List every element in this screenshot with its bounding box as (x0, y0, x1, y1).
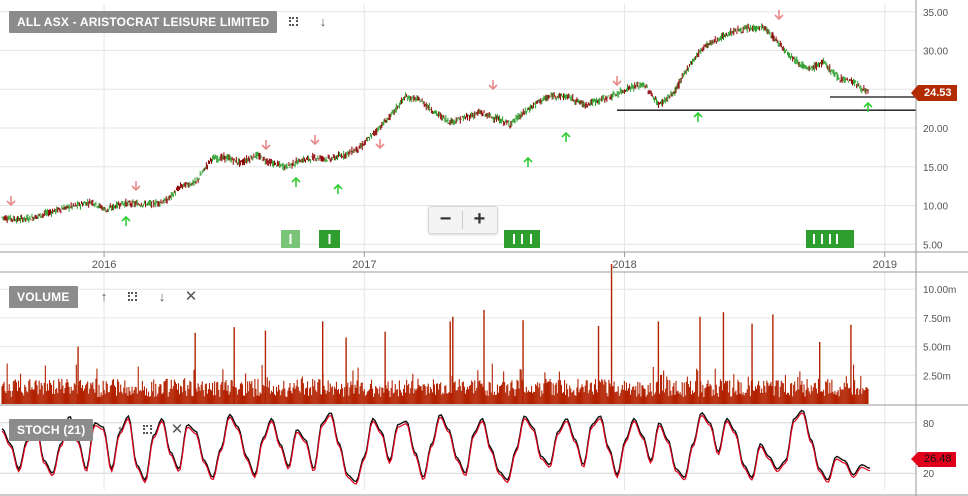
signal-marker (281, 230, 300, 248)
price-tick-label: 15.00 (923, 163, 948, 174)
volume-panel-title[interactable]: VOLUME (9, 286, 78, 308)
arrow-head (261, 144, 271, 151)
marker-stripe (836, 234, 838, 244)
marker-stripe (530, 234, 532, 244)
expand-icon[interactable] (286, 14, 302, 30)
price-tick-label: 30.00 (923, 47, 948, 58)
zoom-in-button[interactable]: + (473, 208, 486, 230)
stoch-tick-label: 20 (923, 469, 935, 480)
arrow-head (488, 84, 498, 91)
stoch-d-line (1, 412, 871, 485)
zoom-out-button[interactable]: − (439, 208, 452, 230)
volume-bars (1, 263, 869, 404)
stoch-last-value-tag: 26.48 (911, 452, 956, 467)
last-price-tag: 24.53 (911, 85, 957, 101)
arrow-head (612, 80, 622, 87)
marker-stripe (513, 234, 515, 244)
arrow-head (333, 183, 343, 190)
arrow-head (131, 185, 141, 192)
stoch-panel-title[interactable]: STOCH (21) (9, 419, 94, 441)
sell-signal-arrow (612, 76, 622, 87)
zoom-divider (462, 211, 463, 229)
close-icon[interactable]: ✕ (170, 421, 184, 438)
price-tick-label: 5.00 (923, 240, 943, 251)
marker-stripe (328, 234, 331, 244)
year-tick-label: 2017 (352, 259, 376, 271)
stoch-tick-label: 80 (923, 419, 935, 430)
buy-signal-arrow (121, 215, 131, 226)
arrow-head (774, 14, 784, 21)
arrow-head (863, 101, 873, 108)
marker-stripe (813, 234, 815, 244)
buy-signal-arrow (693, 111, 703, 122)
zoom-control: − + (428, 206, 498, 234)
volume-tick-label: 5.00m (923, 343, 951, 354)
volume-grid (0, 288, 916, 376)
sell-signal-arrow (310, 135, 320, 146)
arrow-head (121, 215, 131, 222)
marker-stripe (829, 234, 831, 244)
buy-signal-arrow (863, 101, 873, 112)
close-icon[interactable]: ✕ (184, 288, 198, 305)
expand-icon[interactable] (140, 422, 156, 438)
signal-marker (319, 230, 340, 248)
marker-stripe (521, 234, 523, 244)
arrow-down-icon[interactable]: ↓ (319, 14, 327, 29)
marker-stripe (289, 234, 292, 244)
sell-signal-arrow (131, 181, 141, 192)
date-x-axis: 2016 2017 2018 2019 (92, 252, 897, 271)
expand-icon[interactable] (125, 289, 141, 305)
stoch-k-line (1, 409, 871, 483)
arrow-up-icon[interactable]: ↑ (116, 422, 124, 437)
stoch-grid (0, 422, 916, 474)
marker-stripe (821, 234, 823, 244)
price-tick-label: 20.00 (923, 124, 948, 135)
arrow-head (693, 111, 703, 118)
arrow-up-icon[interactable]: ↑ (100, 289, 108, 304)
year-tick-label: 2016 (92, 259, 116, 271)
arrow-head (291, 176, 301, 183)
volume-tick-label: 2.50m (923, 371, 951, 382)
volume-tick-label: 7.50m (923, 314, 951, 325)
sell-signal-arrow (488, 80, 498, 91)
sell-signal-arrow (375, 139, 385, 150)
sell-signal-arrow (261, 140, 271, 151)
year-tick-label: 2019 (873, 259, 897, 271)
price-tick-label: 35.00 (923, 8, 948, 19)
signal-arrows (6, 10, 873, 226)
stoch-lines (1, 409, 871, 485)
signal-markers (281, 230, 854, 248)
volume-tick-label: 10.00m (923, 285, 956, 296)
buy-signal-arrow (333, 183, 343, 194)
arrow-head (6, 200, 16, 207)
arrow-head (561, 131, 571, 138)
arrow-down-icon[interactable]: ↓ (158, 289, 166, 304)
sell-signal-arrow (774, 10, 784, 21)
arrow-head (375, 143, 385, 150)
support-lines (617, 96, 916, 111)
buy-signal-arrow (291, 176, 301, 187)
sell-signal-arrow (6, 196, 16, 207)
arrow-head (310, 139, 320, 146)
buy-signal-arrow (523, 156, 533, 167)
price-panel-title[interactable]: ALL ASX - ARISTOCRAT LEISURE LIMITED (9, 11, 278, 33)
price-grid (0, 4, 916, 490)
arrow-head (523, 156, 533, 163)
price-candles (1, 23, 869, 224)
price-tick-label: 10.00 (923, 202, 948, 213)
buy-signal-arrow (561, 131, 571, 142)
volume-y-axis: 2.50m 5.00m 7.50m 10.00m (923, 285, 956, 382)
year-tick-label: 2018 (612, 259, 636, 271)
